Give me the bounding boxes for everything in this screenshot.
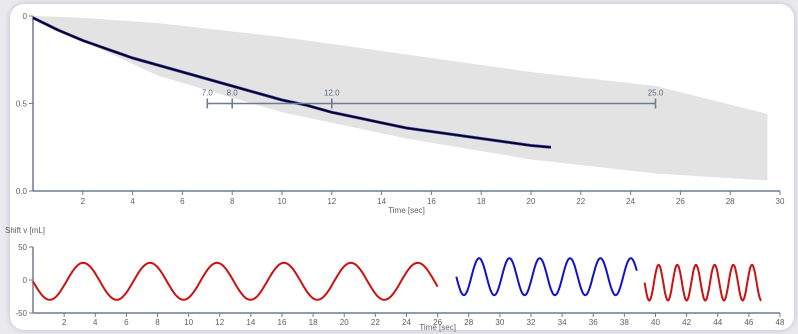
- interval-cap-label: 7.0: [202, 89, 214, 98]
- x-tick-label: 46: [744, 318, 753, 327]
- x-tick-label: 10: [184, 318, 193, 327]
- x-tick-label: 4: [130, 197, 135, 206]
- decay-chart: 2 4 6 8 10 12 14 16 18 20 22 24 26 28 300.00.50 7.0 8.0…: [16, 12, 785, 215]
- y-tick-label: 50: [18, 243, 27, 252]
- x-tick-label: 2: [81, 197, 86, 206]
- y-tick-label: 0.0: [16, 187, 28, 196]
- y-tick-label: 0: [23, 12, 28, 21]
- shift-chart: 2 4 6 8 10 12 14 16 18 20 22 24 26 28 30 32 34 36 38 40 42 44…: [5, 226, 785, 332]
- x-tick-label: 14: [246, 318, 255, 327]
- decay-chart-series: [32, 16, 552, 149]
- x-tick-label: 26: [676, 197, 685, 206]
- x-tick-label: 28: [464, 318, 473, 327]
- shift-chart-series: [32, 257, 762, 302]
- shift-series-line-3: [643, 263, 762, 302]
- x-tick-label: 30: [776, 197, 785, 206]
- x-tick-label: 12: [327, 197, 336, 206]
- x-tick-label: 40: [651, 318, 660, 327]
- x-tick-label: 20: [527, 197, 536, 206]
- y-tick-label: -50: [15, 309, 27, 318]
- interval-cap-label: 25.0: [648, 89, 664, 98]
- shift-chart-x-axis-title: Time [sec]: [419, 323, 456, 332]
- x-tick-label: 32: [527, 318, 536, 327]
- x-tick-label: 6: [124, 318, 129, 327]
- x-tick-label: 14: [377, 197, 386, 206]
- x-tick-label: 18: [309, 318, 318, 327]
- decay-series-line: [32, 17, 551, 149]
- x-tick-label: 26: [433, 318, 442, 327]
- x-tick-label: 24: [626, 197, 635, 206]
- x-tick-label: 8: [230, 197, 235, 206]
- x-tick-label: 16: [278, 318, 287, 327]
- shift-series-line-2: [455, 257, 638, 297]
- shift-chart-y-axis-title: Shift v [mL]: [5, 226, 45, 235]
- x-tick-label: 10: [278, 197, 287, 206]
- x-tick-label: 24: [402, 318, 411, 327]
- x-tick-label: 28: [726, 197, 735, 206]
- x-tick-label: 34: [558, 318, 567, 327]
- x-tick-label: 38: [620, 318, 629, 327]
- decay-chart-x-axis-title: Time [sec]: [388, 206, 425, 215]
- shift-series-line-1: [32, 261, 439, 301]
- x-tick-label: 2: [62, 318, 67, 327]
- y-tick-label: 0.5: [16, 100, 28, 109]
- x-tick-label: 12: [215, 318, 224, 327]
- x-tick-label: 22: [371, 318, 380, 327]
- interval-cap-label: 12.0: [324, 89, 340, 98]
- shift-chart-axes: 2 4 6 8 10 12 14 16 18 20 22 24 26 28 30 32 34 36 38 40 42 44…: [15, 243, 785, 327]
- x-tick-label: 18: [477, 197, 486, 206]
- x-tick-label: 16: [427, 197, 436, 206]
- interval-cap-label: 8.0: [227, 89, 239, 98]
- x-tick-label: 8: [155, 318, 160, 327]
- interval-bar: 7.0 8.0 12.0 25.0: [202, 89, 664, 109]
- x-tick-label: 36: [589, 318, 598, 327]
- x-tick-label: 30: [495, 318, 504, 327]
- x-tick-label: 42: [682, 318, 691, 327]
- x-tick-label: 20: [340, 318, 349, 327]
- y-tick-label: 0: [23, 276, 28, 285]
- decay-chart-axes: 2 4 6 8 10 12 14 16 18 20 22 24 26 28 300.00.50: [16, 12, 785, 206]
- x-tick-label: 4: [93, 318, 98, 327]
- x-tick-label: 44: [713, 318, 722, 327]
- x-tick-label: 22: [576, 197, 585, 206]
- x-tick-label: 48: [776, 318, 785, 327]
- confidence-band: [33, 16, 768, 181]
- x-tick-label: 6: [180, 197, 185, 206]
